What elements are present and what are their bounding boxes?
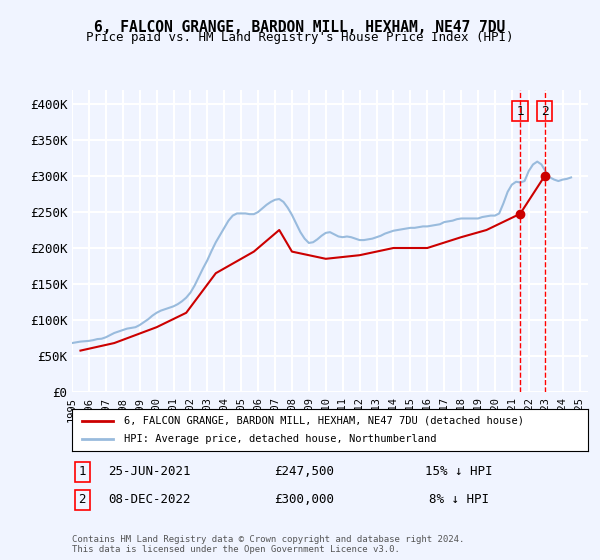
Text: 1: 1: [516, 105, 524, 118]
Text: Contains HM Land Registry data © Crown copyright and database right 2024.
This d: Contains HM Land Registry data © Crown c…: [72, 535, 464, 554]
Text: 8% ↓ HPI: 8% ↓ HPI: [429, 493, 489, 506]
Text: 08-DEC-2022: 08-DEC-2022: [108, 493, 191, 506]
Text: £247,500: £247,500: [274, 465, 334, 478]
Text: Price paid vs. HM Land Registry's House Price Index (HPI): Price paid vs. HM Land Registry's House …: [86, 31, 514, 44]
Text: 2: 2: [79, 493, 86, 506]
Text: 15% ↓ HPI: 15% ↓ HPI: [425, 465, 493, 478]
Text: 1: 1: [79, 465, 86, 478]
Text: 6, FALCON GRANGE, BARDON MILL, HEXHAM, NE47 7DU (detached house): 6, FALCON GRANGE, BARDON MILL, HEXHAM, N…: [124, 416, 524, 426]
Text: HPI: Average price, detached house, Northumberland: HPI: Average price, detached house, Nort…: [124, 434, 436, 444]
Text: 25-JUN-2021: 25-JUN-2021: [108, 465, 191, 478]
Text: 6, FALCON GRANGE, BARDON MILL, HEXHAM, NE47 7DU: 6, FALCON GRANGE, BARDON MILL, HEXHAM, N…: [94, 20, 506, 35]
Text: £300,000: £300,000: [274, 493, 334, 506]
Text: 2: 2: [541, 105, 548, 118]
